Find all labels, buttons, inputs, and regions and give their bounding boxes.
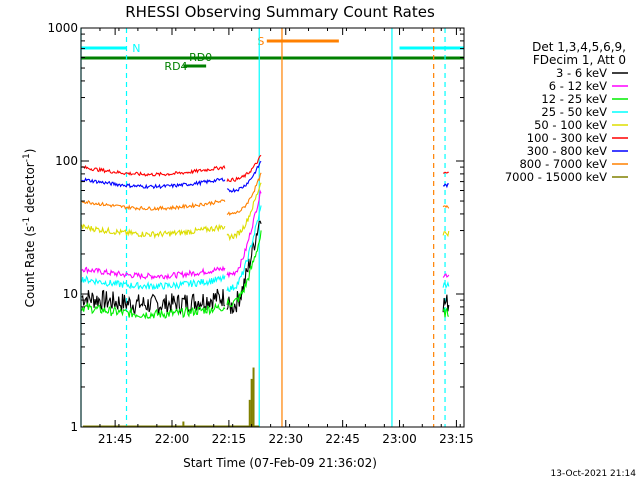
plot-frame [80, 27, 465, 428]
flag-n-label: N [132, 42, 140, 55]
timestamp: 13-Oct-2021 21:14 [551, 469, 637, 479]
series-line [442, 294, 450, 313]
x-tick-label: 22:00 [155, 432, 190, 446]
y-tick-label: 1 [70, 420, 78, 434]
series-line [226, 172, 262, 216]
legend-entry-label: 100 - 300 keV [527, 131, 607, 145]
chart-title: RHESSI Observing Summary Count Rates [125, 3, 435, 21]
series-line [442, 281, 450, 290]
series-line [442, 230, 450, 238]
series-line [442, 307, 450, 318]
x-tick-label: 22:45 [325, 432, 360, 446]
series-line [81, 301, 226, 320]
series-line [226, 220, 262, 315]
legend-entry-label: 12 - 25 keV [541, 92, 607, 106]
series-line [81, 288, 226, 315]
series-line [442, 183, 449, 189]
x-tick-label: 22:30 [268, 432, 303, 446]
x-axis-label: Start Time (07-Feb-09 21:36:02) [183, 456, 377, 470]
axis-ticks: 21:45 22:00 22:15 22:30 22:45 23:00 23:15 1 10 10… [47, 21, 473, 446]
legend-entry-label: 6 - 12 keV [549, 79, 607, 93]
series-line [81, 164, 226, 177]
flag-rd4-label: RD4 [164, 60, 187, 73]
flag-rd0-label: RD0 [189, 51, 212, 64]
series-line [443, 171, 449, 174]
y-tick-label: 1000 [47, 21, 78, 35]
series-line [442, 204, 450, 209]
x-tick-label: 22:15 [212, 432, 247, 446]
series-line [226, 154, 262, 183]
legend-entry-label: 800 - 7000 keV [519, 157, 607, 171]
series-group [81, 154, 450, 427]
series-line [81, 265, 226, 281]
x-tick-label: 23:15 [439, 432, 474, 446]
y-tick-label: 100 [55, 154, 78, 168]
flag-s-label: S [257, 35, 264, 48]
legend-entry-label: 3 - 6 keV [556, 66, 607, 80]
series-line [226, 230, 262, 307]
series-line [226, 182, 262, 242]
legend-title: Det 1,3,4,5,6,9, [532, 40, 626, 54]
series-line [226, 189, 262, 279]
legend-entry-label: 7000 - 15000 keV [505, 170, 607, 184]
legend-title: FDecim 1, Att 0 [533, 53, 626, 67]
legend-entry-label: 300 - 800 keV [527, 144, 607, 158]
legend: Det 1,3,4,5,6,9,FDecim 1, Att 03 - 6 keV… [505, 40, 628, 184]
series-line [81, 223, 226, 240]
y-axis-label: Count Rate (s-1 detector-1) [22, 149, 37, 308]
series-line [81, 199, 226, 212]
legend-entry-label: 25 - 50 keV [541, 105, 607, 119]
x-tick-label: 23:00 [382, 432, 417, 446]
legend-entry-label: 50 - 100 keV [534, 118, 607, 132]
series-line [81, 273, 226, 290]
y-tick-label: 10 [63, 287, 78, 301]
series-line [226, 160, 262, 193]
series-line [442, 273, 450, 278]
series-line [81, 177, 226, 190]
vertical-markers [80, 28, 446, 427]
x-tick-label: 21:45 [98, 432, 133, 446]
series-line [226, 205, 262, 293]
